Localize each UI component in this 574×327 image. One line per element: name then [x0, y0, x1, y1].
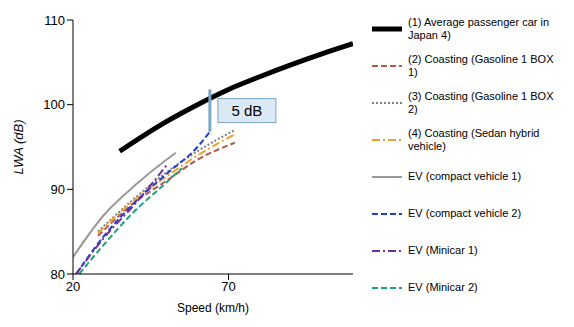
svg-text:70: 70 [221, 279, 235, 294]
svg-text:20: 20 [66, 279, 80, 294]
html-text:(2) Coasting (Gasoline 1 BOX 1: (2) Coasting (Gasoline 1 BOX 1) [408, 52, 554, 78]
html-text:EV (compact vehicle 2): EV (compact vehicle 2) [408, 207, 522, 219]
svg-text:LWA (dB): LWA (dB) [11, 119, 26, 174]
svg-text:90: 90 [51, 182, 65, 197]
html-text:EV (Minicar 2): EV (Minicar 2) [408, 281, 478, 293]
html-text:EV (Minicar 1): EV (Minicar 1) [408, 244, 478, 256]
html-text:EV (compact vehicle 1): EV (compact vehicle 1) [408, 170, 522, 182]
html-text:(3) Coasting (Gasoline 1 BOX 2: (3) Coasting (Gasoline 1 BOX 2) [408, 89, 554, 115]
html-text:(4) Coasting (Sedan hybrid veh: (4) Coasting (Sedan hybrid vehicle) [408, 126, 540, 152]
svg-text:Speed (km/h): Speed (km/h) [177, 301, 249, 315]
svg-text:80: 80 [51, 267, 65, 282]
svg-text:110: 110 [44, 13, 65, 28]
svg-text:5 dB: 5 dB [231, 102, 262, 119]
svg-text:100: 100 [43, 97, 65, 112]
html-text:(1) Average passenger car in J: (1) Average passenger car in Japan 4) [408, 15, 549, 41]
